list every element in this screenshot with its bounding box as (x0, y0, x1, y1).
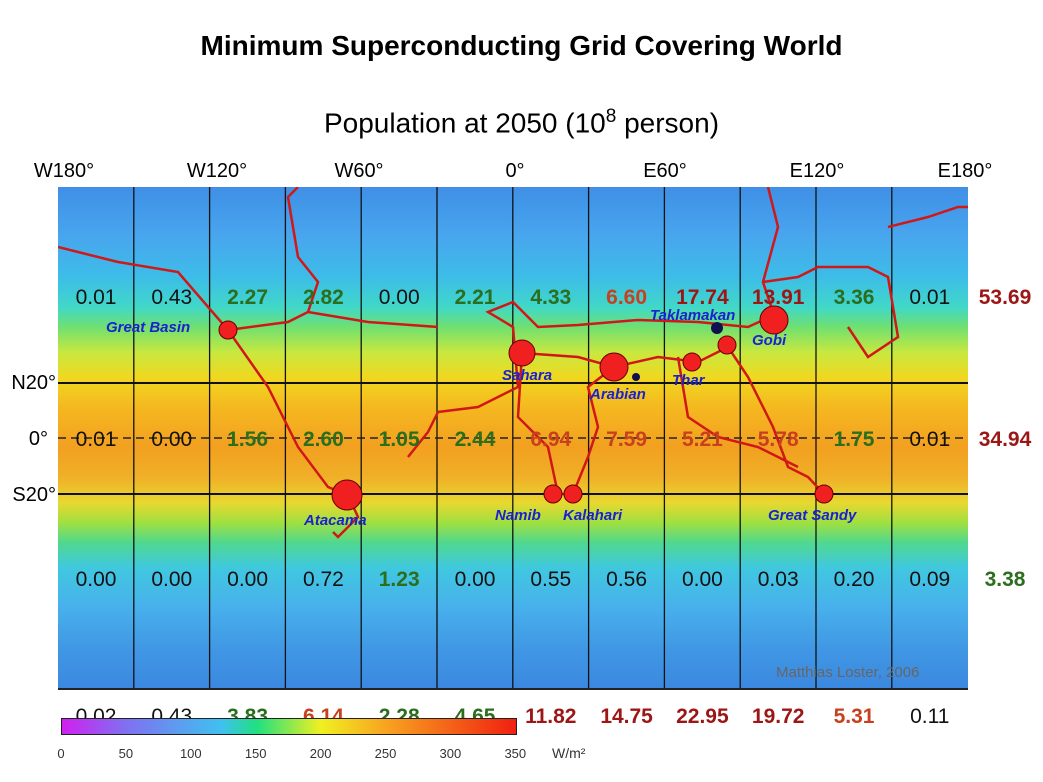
population-value: 0.00 (151, 428, 193, 451)
population-value: 0.01 (75, 286, 117, 309)
lat-label: S20° (12, 484, 56, 506)
population-value: 0.72 (302, 568, 344, 591)
desert-label: Great Basin (106, 319, 191, 336)
desert-label: Thar (672, 372, 705, 389)
population-value: 0.00 (454, 568, 496, 591)
desert-label: Sahara (502, 367, 553, 384)
lon-label: E60° (643, 160, 687, 182)
desert-label: Great Sandy (768, 507, 857, 524)
lat-label: 0° (28, 428, 48, 450)
lon-label: W180° (33, 160, 95, 182)
population-value: 1.05 (378, 428, 420, 451)
population-value: 1.75 (833, 428, 875, 451)
colorbar-tick: 200 (309, 746, 332, 761)
figure-title: Minimum Superconducting Grid Covering Wo… (200, 30, 843, 61)
colorbar-tick: 350 (504, 746, 527, 761)
row-total: 34.94 (978, 428, 1032, 451)
desert-label: Taklamakan (650, 307, 736, 324)
population-value: 2.21 (454, 286, 496, 309)
desert-label: Atacama (304, 512, 367, 529)
population-value: 6.94 (530, 428, 572, 451)
population-value: 2.82 (302, 286, 344, 309)
population-value: 0.03 (757, 568, 799, 591)
marker-atacama (331, 479, 363, 511)
population-value: 0.00 (151, 568, 193, 591)
population-value: 5.21 (681, 428, 723, 451)
column-total: 0.11 (910, 705, 950, 728)
population-value: 4.33 (530, 286, 572, 309)
population-value: 0.00 (75, 568, 117, 591)
lon-label: W60° (334, 160, 384, 182)
colorbar-tick: 150 (244, 746, 267, 761)
colorbar-tick: 0 (57, 746, 65, 761)
population-value: 7.59 (606, 428, 648, 451)
population-value: 0.20 (833, 568, 875, 591)
grid-overlay (58, 187, 968, 688)
lon-label: W120° (186, 160, 248, 182)
marker-thar (682, 352, 702, 372)
colorbar-tick: 50 (118, 746, 134, 761)
column-total: 14.75 (600, 705, 653, 728)
population-value: 6.60 (606, 286, 648, 309)
marker-great-sandy (814, 484, 834, 504)
population-value: 0.01 (909, 428, 951, 451)
population-value: 0.01 (75, 428, 117, 451)
marker-gobi (759, 305, 789, 335)
map-credit: Matthias Loster, 2006 (776, 664, 920, 681)
population-value: 1.23 (378, 568, 420, 591)
row-total: 3.38 (984, 568, 1026, 591)
row-total: 53.69 (978, 286, 1032, 309)
colorbar-tick: 250 (374, 746, 397, 761)
column-total: 19.72 (751, 705, 805, 728)
desert-label: Namib (495, 507, 541, 524)
population-value: 2.60 (302, 428, 344, 451)
population-value: 5.78 (757, 428, 799, 451)
population-value: 13.91 (751, 286, 805, 309)
colorbar-tick: 300 (439, 746, 462, 761)
marker-asia (717, 335, 737, 355)
population-value: 2.27 (227, 286, 269, 309)
column-total: 22.95 (676, 705, 729, 728)
desert-label: Arabian (590, 386, 646, 403)
colorbar-unit: W/m² (552, 745, 586, 761)
colorbar-tick: 100 (179, 746, 202, 761)
marker-namib (543, 484, 563, 504)
column-total: 5.31 (833, 705, 875, 728)
population-value: 0.00 (227, 568, 269, 591)
desert-label: Gobi (752, 332, 787, 349)
population-value: 1.56 (227, 428, 269, 451)
colorbar (61, 718, 517, 735)
marker-dot (632, 373, 640, 381)
marker-kalahari (563, 484, 583, 504)
population-value: 3.36 (833, 286, 875, 309)
marker-taklamakan (711, 322, 723, 334)
population-value: 0.56 (606, 568, 648, 591)
desert-label: Kalahari (563, 507, 623, 524)
population-value: 0.00 (681, 568, 723, 591)
population-value: 17.74 (676, 286, 729, 309)
population-value: 0.55 (530, 568, 572, 591)
lat-label: N20° (11, 372, 56, 394)
population-value: 0.09 (909, 568, 951, 591)
marker-arabian (599, 352, 629, 382)
lon-label: E120° (789, 160, 845, 182)
lon-label: 0° (505, 160, 525, 182)
desert-markers (218, 305, 834, 511)
population-value: 0.43 (151, 286, 193, 309)
world-solar-map: Great Basin Sahara Arabian Thar Taklamak… (58, 187, 968, 690)
figure-subtitle: Population at 2050 (108 person) (323, 106, 720, 139)
marker-sahara (508, 339, 536, 367)
column-total: 11.82 (525, 705, 577, 728)
lon-label: E180° (937, 160, 993, 182)
marker-great-basin (218, 320, 238, 340)
population-value: 0.00 (378, 286, 420, 309)
population-value: 2.44 (454, 428, 496, 451)
population-value: 0.01 (909, 286, 951, 309)
